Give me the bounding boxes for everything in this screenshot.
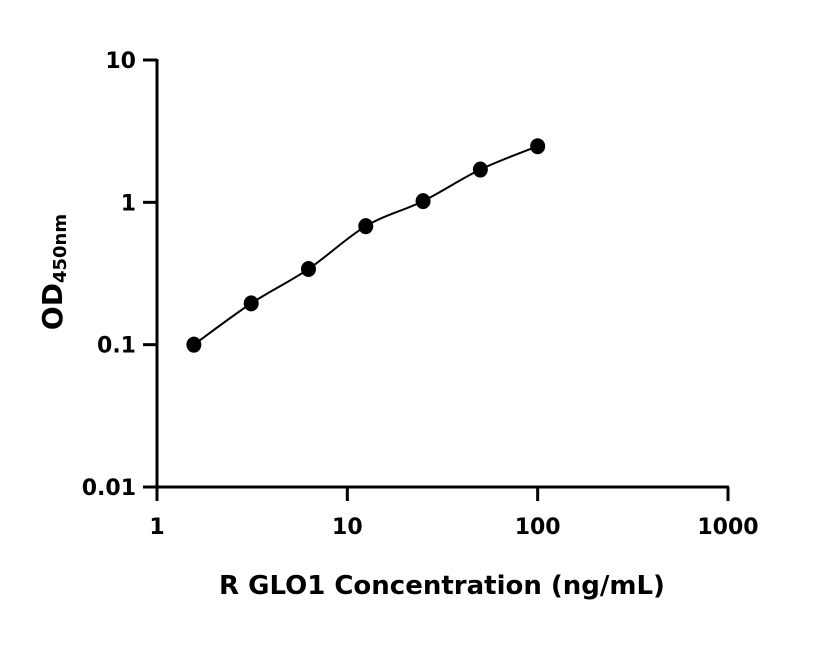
x-tick-label: 1000 (697, 515, 758, 540)
x-tick-label: 100 (515, 515, 561, 540)
y-axis-label-main: OD (36, 283, 69, 330)
y-axis-label: OD450nm (36, 214, 71, 330)
data-point (300, 261, 316, 278)
data-point (472, 161, 488, 178)
data-point (243, 295, 259, 312)
y-tick-label: 10 (105, 49, 136, 74)
fit-curve (193, 145, 539, 346)
data-point (186, 336, 202, 353)
y-tick-label: 0.1 (97, 334, 136, 359)
y-tick-label: 0.01 (82, 476, 136, 501)
y-axis-label-sub: 450nm (50, 214, 71, 283)
x-tick-label: 1 (149, 515, 164, 540)
data-point (530, 138, 546, 155)
data-point (358, 218, 374, 235)
x-tick-label: 10 (332, 515, 363, 540)
x-axis-label: R GLO1 Concentration (ng/mL) (219, 571, 665, 601)
y-tick-label: 1 (121, 191, 136, 216)
data-point (415, 193, 431, 210)
